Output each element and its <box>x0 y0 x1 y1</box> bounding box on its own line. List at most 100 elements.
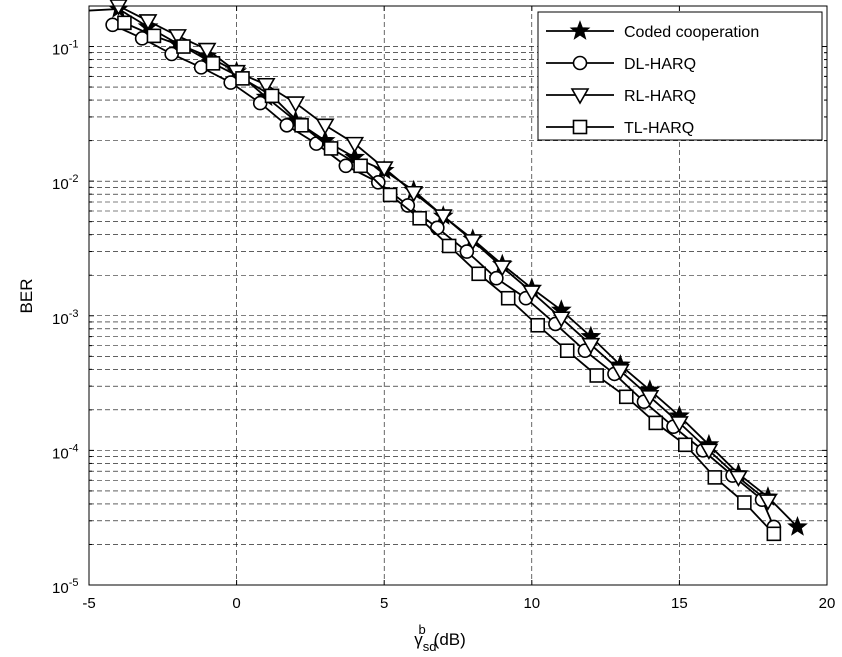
y-tick-label: 10-3 <box>52 308 78 328</box>
legend-label: Coded cooperation <box>624 24 759 41</box>
circle-marker <box>338 158 354 174</box>
y-tick-base: 10 <box>52 580 69 597</box>
square-marker <box>205 56 221 71</box>
triangle-marker <box>640 390 660 407</box>
square-marker <box>264 88 280 104</box>
x-axis-label: γsd b (dB) <box>414 622 466 654</box>
triangle-marker <box>168 29 187 46</box>
square-marker <box>117 15 132 31</box>
square-marker <box>323 141 339 156</box>
y-tick-exponent: -2 <box>69 173 79 185</box>
y-tick-label: 10-5 <box>52 577 78 597</box>
square-marker <box>294 117 309 133</box>
square-marker <box>176 39 191 54</box>
triangle-marker <box>138 14 158 31</box>
circle-marker <box>572 55 588 71</box>
triangle-marker <box>581 337 601 355</box>
x-tick-label: 10 <box>523 595 540 612</box>
square-marker <box>572 119 588 135</box>
legend-entry: DL-HARQ <box>546 55 696 73</box>
square-marker <box>471 266 486 282</box>
y-tick-label: 10-4 <box>52 442 78 462</box>
y-tick-label: 10-2 <box>52 173 78 193</box>
plot-frame <box>88 5 828 586</box>
legend-box <box>537 11 823 141</box>
y-tick-base: 10 <box>52 445 69 462</box>
star-marker <box>569 20 591 40</box>
square-marker <box>235 71 250 86</box>
triangle-marker <box>492 260 512 277</box>
x-axis-superscript: b <box>418 622 425 637</box>
triangle-marker <box>433 209 453 226</box>
triangle-marker <box>404 185 424 203</box>
triangle-marker <box>256 77 276 95</box>
x-tick-label: 20 <box>819 595 836 612</box>
legend-label: TL-HARQ <box>624 120 694 137</box>
legend-label: RL-HARQ <box>624 88 696 105</box>
y-axis-label: BER <box>17 279 36 314</box>
x-tick-label: -5 <box>82 595 95 612</box>
y-tick-exponent: -3 <box>69 308 79 320</box>
y-tick-base: 10 <box>52 42 69 59</box>
legend-label: DL-HARQ <box>624 56 696 73</box>
square-marker <box>441 238 457 254</box>
square-marker <box>618 389 634 405</box>
x-tick-labels: -5 0 5 10 15 20 <box>82 595 835 612</box>
circle-marker <box>164 46 179 62</box>
circle-marker <box>279 117 295 133</box>
y-tick-labels: 10-510-410-310-210-1 <box>52 39 78 597</box>
axis-ticks <box>88 5 828 586</box>
square-marker <box>559 343 575 359</box>
triangle-marker <box>374 161 394 178</box>
star-marker <box>787 516 808 536</box>
x-axis-unit: (dB) <box>434 630 466 649</box>
square-marker <box>412 210 427 226</box>
triangle-marker <box>670 416 689 433</box>
x-tick-label: 5 <box>380 595 388 612</box>
triangle-marker <box>463 234 483 251</box>
triangle-marker <box>729 470 748 488</box>
square-marker <box>500 290 516 306</box>
y-tick-base: 10 <box>52 311 69 328</box>
series-layer <box>88 0 808 542</box>
triangle-marker <box>551 311 571 328</box>
x-axis-subscript: sd <box>423 639 437 654</box>
triangle-marker <box>315 118 335 135</box>
y-tick-exponent: -5 <box>69 577 79 589</box>
x-tick-label: 15 <box>671 595 688 612</box>
legend: Coded cooperation DL-HARQ RL-HARQ TL-HARQ <box>537 11 823 141</box>
square-marker <box>530 317 546 333</box>
y-tick-exponent: -1 <box>69 39 79 51</box>
grid-lines <box>89 5 827 585</box>
y-tick-base: 10 <box>52 176 69 193</box>
series-square <box>117 15 782 542</box>
triangle-marker <box>610 364 630 381</box>
legend-entry: Coded cooperation <box>546 20 759 41</box>
square-marker <box>353 158 368 174</box>
triangle-marker <box>699 443 719 460</box>
triangle-marker <box>286 96 306 113</box>
triangle-marker <box>522 285 542 302</box>
circle-marker <box>400 198 416 213</box>
triangle-marker <box>345 136 365 154</box>
triangle-marker <box>570 88 590 105</box>
square-marker <box>589 368 605 383</box>
square-marker <box>766 526 782 542</box>
triangle-marker <box>197 42 217 60</box>
legend-entry: TL-HARQ <box>546 119 694 137</box>
y-tick-exponent: -4 <box>69 442 79 454</box>
series-triangle-down <box>109 0 778 511</box>
circle-marker <box>489 270 504 286</box>
square-marker <box>382 187 398 203</box>
square-marker <box>737 495 752 510</box>
square-marker <box>707 470 723 485</box>
legend-entry: RL-HARQ <box>546 88 696 105</box>
y-tick-label: 10-1 <box>52 39 78 59</box>
square-marker <box>678 437 693 453</box>
triangle-marker <box>109 0 128 16</box>
square-marker <box>648 415 664 431</box>
x-tick-label: 0 <box>232 595 240 612</box>
x-axis-symbol: γ <box>414 630 423 649</box>
circle-marker <box>309 136 324 151</box>
